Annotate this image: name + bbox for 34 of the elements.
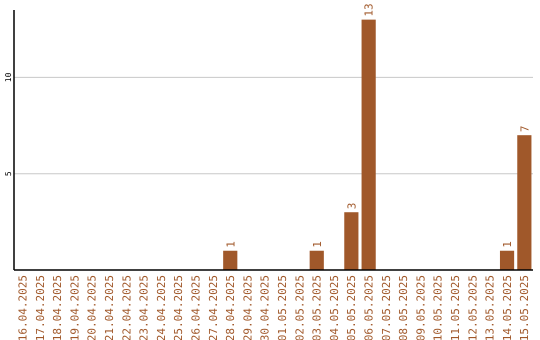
x-tick-label: 23.04.2025	[138, 275, 151, 340]
x-tick-label: 29.04.2025	[241, 275, 254, 340]
x-tick-label: 28.04.2025	[224, 275, 238, 340]
x-tick-label: 25.04.2025	[172, 275, 186, 340]
x-tick-label: 10.05.2025	[432, 275, 445, 340]
x-tick-label: 17.04.2025	[34, 275, 47, 340]
bar	[223, 250, 238, 270]
x-tick-label: 18.04.2025	[51, 275, 64, 340]
bar	[310, 250, 324, 270]
x-tick-label: 16.04.2025	[16, 275, 30, 340]
x-tick-label: 19.04.2025	[68, 275, 82, 340]
bar	[500, 250, 514, 270]
x-tick-label: 26.04.2025	[190, 275, 202, 340]
bar	[362, 20, 376, 270]
data-label: 1	[310, 241, 324, 248]
x-tick-label: 13.05.2025	[484, 275, 497, 340]
x-tick-label: 27.04.2025	[206, 275, 220, 340]
x-tick-label: 12.05.2025	[466, 275, 480, 340]
x-tick-label: 11.05.2025	[449, 275, 462, 340]
x-tick-label: 14.05.2025	[500, 275, 514, 340]
data-label: 3	[345, 202, 358, 210]
data-label: 7	[518, 126, 532, 132]
x-tick-label: 20.04.2025	[86, 275, 99, 340]
x-tick-label: 24.04.2025	[154, 275, 168, 340]
bar	[344, 212, 358, 270]
x-tick-label: 21.04.2025	[103, 275, 116, 340]
data-label: 1	[501, 241, 514, 248]
x-tick-label: 15.05.2025	[518, 275, 532, 340]
data-label: 1	[224, 241, 238, 248]
bar	[517, 135, 532, 270]
y-tick-label: 10	[4, 72, 13, 82]
data-label: 13	[362, 3, 376, 17]
y-tick-label: 5	[4, 171, 13, 176]
x-tick-label: 22.04.2025	[120, 275, 134, 340]
